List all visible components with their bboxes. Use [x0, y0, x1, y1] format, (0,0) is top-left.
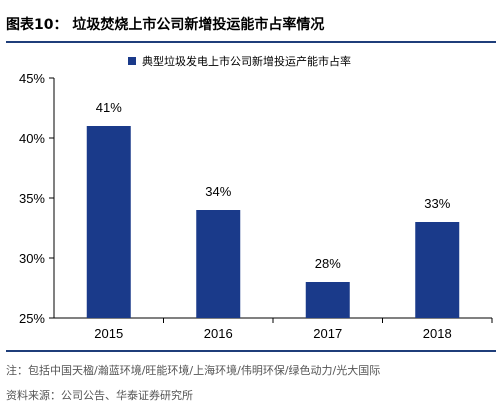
bar-chart: 典型垃圾发电上市公司新增投运产能市占率 25% 30% 35% 40% 45% 41% 201…: [19, 54, 493, 341]
x-tick-label: 2018: [423, 326, 452, 341]
figure-note: 注：包括中国天楹/瀚蓝环境/旺能环境/上海环境/伟明环保/绿色动力/光大国际: [6, 364, 381, 377]
bar: [86, 126, 131, 318]
x-tick-label: 2016: [204, 326, 233, 341]
y-tick-label: 45%: [19, 71, 45, 86]
x-tick-label: 2015: [94, 326, 123, 341]
legend-swatch: [128, 57, 136, 65]
data-label: 33%: [424, 196, 450, 211]
data-label: 41%: [96, 100, 122, 115]
y-tick-label: 25%: [19, 311, 45, 326]
data-label: 28%: [315, 256, 341, 271]
bar: [196, 210, 241, 318]
data-label: 34%: [205, 184, 231, 199]
bar: [305, 282, 350, 318]
y-tick-label: 35%: [19, 191, 45, 206]
footer-divider: [6, 350, 496, 352]
legend-label: 典型垃圾发电上市公司新增投运产能市占率: [142, 54, 351, 68]
y-tick-label: 40%: [19, 131, 45, 146]
figure-source: 资料来源：公司公告、华泰证券研究所: [6, 389, 193, 402]
bar: [415, 222, 460, 318]
x-tick-label: 2017: [313, 326, 342, 341]
title-divider: [6, 41, 496, 43]
y-tick-label: 30%: [19, 251, 45, 266]
figure-title: 图表10： 垃圾焚烧上市公司新增投运能市占率情况: [6, 17, 325, 33]
